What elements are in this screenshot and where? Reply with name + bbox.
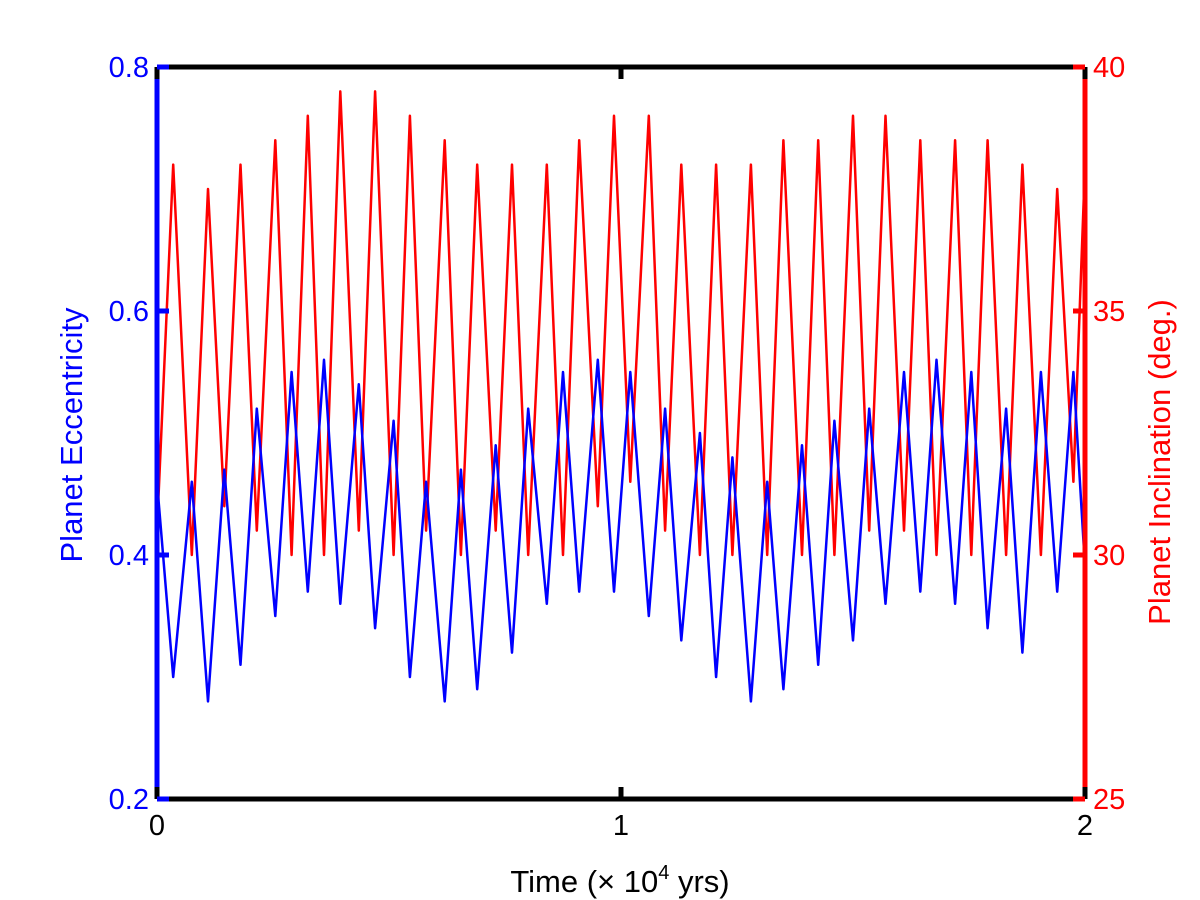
x-tick-label: 2 (1077, 810, 1093, 842)
x-tick-label: 1 (613, 810, 629, 842)
x-axis-label: Time (× 104 yrs) (510, 862, 729, 899)
y-right-label: Planet Inclination (deg.) (1142, 299, 1177, 625)
y-left-label: Planet Eccentricity (54, 307, 89, 562)
x-label-suffix: yrs) (669, 864, 729, 899)
x-label-prefix: Time ( (510, 864, 597, 899)
x-tick-label: 0 (149, 810, 165, 842)
axes: 0 1 2 0.2 0.4 0.6 0.8 25 30 35 40 (109, 52, 1126, 842)
x-label-base: 10 (615, 864, 658, 899)
y-left-tick-label: 0.6 (109, 296, 149, 328)
y-right-tick-label: 25 (1093, 784, 1125, 816)
series-line-eccentricity (155, 358, 1087, 703)
x-label-exponent: 4 (658, 862, 669, 884)
x-label-times: × (597, 864, 615, 899)
series-line-inclination (155, 90, 1087, 557)
y-left-tick-label: 0.2 (109, 784, 149, 816)
y-right-tick-label: 40 (1093, 52, 1125, 84)
y-left-tick-label: 0.4 (109, 540, 149, 572)
plot-area (155, 90, 1087, 703)
y-left-tick-label: 0.8 (109, 52, 149, 84)
y-right-tick-label: 35 (1093, 296, 1125, 328)
y-right-tick-label: 30 (1093, 540, 1125, 572)
